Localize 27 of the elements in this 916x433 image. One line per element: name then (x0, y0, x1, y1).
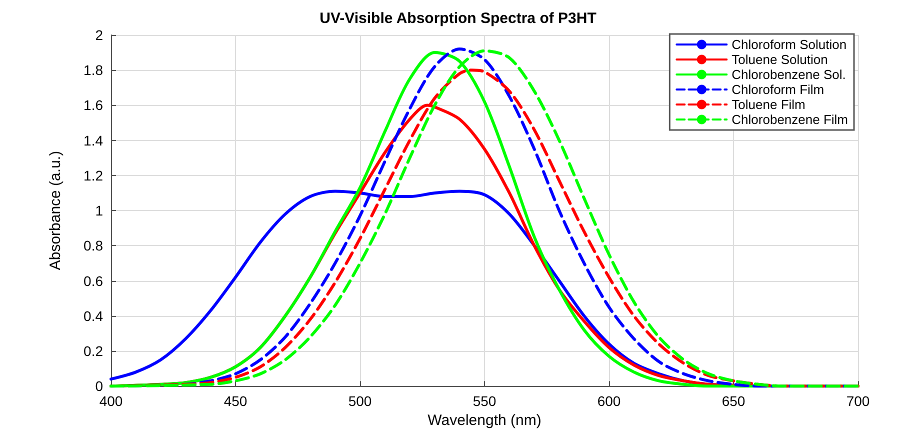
x-tick-label: 400 (99, 393, 123, 410)
y-tick-label: 1 (95, 202, 104, 219)
y-tick-label: 0 (95, 378, 104, 394)
y-axis-title: Absorbance (a.u.) (47, 150, 64, 270)
x-tick-label: 500 (348, 393, 372, 410)
legend-label: Chlorobenzene Sol. (732, 67, 846, 82)
legend-label: Chloroform Solution (732, 37, 847, 52)
y-tick-label: 1.2 (84, 167, 104, 184)
x-tick-label: 450 (224, 393, 248, 410)
y-tick-label: 1.4 (84, 132, 104, 148)
y-tick-label: 1.8 (84, 62, 104, 78)
legend-label: Toluene Film (732, 97, 806, 112)
y-tick-label: 0.6 (84, 272, 104, 289)
x-tick-label: 550 (472, 393, 496, 410)
x-tick-label: 700 (846, 393, 870, 410)
x-axis-title: Wavelength (nm) (428, 412, 542, 429)
x-tick-label: 650 (722, 393, 746, 410)
legend-label: Toluene Solution (732, 52, 828, 67)
y-tick-label: 0.8 (84, 238, 104, 254)
y-tick-label: 0.2 (84, 342, 104, 359)
x-tick-label: 600 (597, 393, 621, 410)
chart-title: UV-Visible Absorption Spectra of P3HT (320, 10, 596, 27)
y-tick-label: 2 (95, 27, 104, 43)
legend-label: Chlorobenzene Film (732, 112, 848, 127)
y-tick-label: 1.6 (84, 97, 104, 114)
legend-label: Chloroform Film (732, 82, 824, 97)
y-tick-label: 0.4 (84, 308, 104, 324)
